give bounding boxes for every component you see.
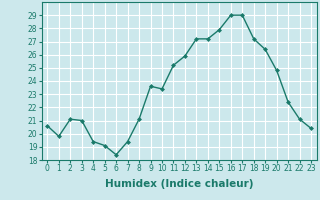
X-axis label: Humidex (Indice chaleur): Humidex (Indice chaleur) <box>105 179 253 189</box>
